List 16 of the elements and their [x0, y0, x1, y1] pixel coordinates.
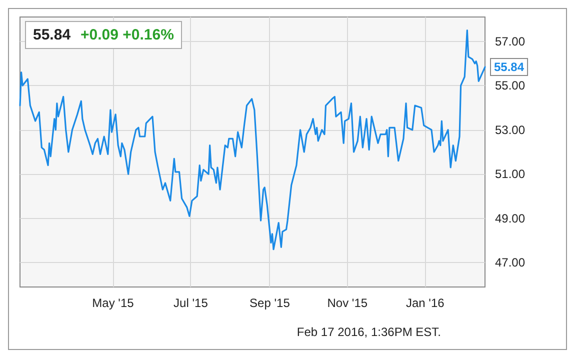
x-tick-label: May '15 [92, 296, 134, 310]
text: Feb 17 2016, 1:36PM EST. [296, 325, 442, 339]
y-tick-label: 47.00 [495, 256, 526, 270]
x-tick-label: Jan '16 [406, 296, 445, 310]
x-tick-label: Jul '15 [174, 296, 208, 310]
y-tick-label: 49.00 [495, 211, 526, 226]
y-tick-label: 51.00 [495, 167, 526, 182]
text: 55.84 [33, 26, 72, 44]
y-tick-label: 57.00 [495, 34, 526, 48]
y-tick-label: 53.00 [495, 122, 526, 137]
text: +0.09 +0.16% [80, 26, 174, 44]
x-tick-label: Nov '15 [327, 296, 368, 310]
y-tick-label: 55.00 [495, 78, 526, 93]
data-label: 55.84 [494, 60, 524, 74]
x-tick-label: Sep '15 [250, 296, 290, 310]
line-series [19, 29, 486, 250]
